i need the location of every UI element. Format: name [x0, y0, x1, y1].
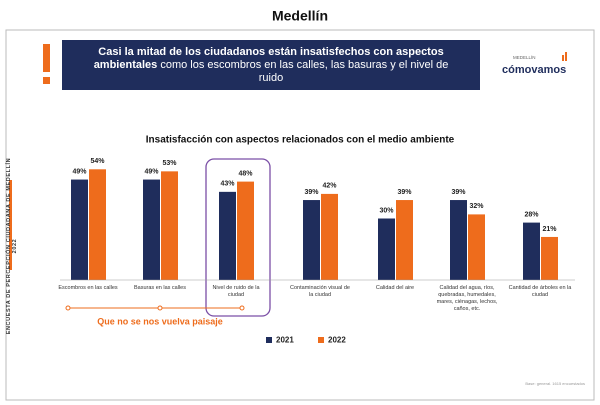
slide-frame	[5, 29, 595, 401]
annotation-dot	[65, 305, 71, 311]
bar	[378, 218, 395, 280]
category-label: Calidad del aire	[375, 285, 415, 291]
category-label: Calidad del agua, ríos, quebradas, humed…	[436, 285, 498, 312]
legend-swatch	[266, 337, 272, 343]
bar	[523, 222, 540, 280]
bar	[143, 179, 160, 280]
chart-title: Insatisfacción con aspectos relacionados…	[146, 135, 455, 146]
value-label: 53%	[162, 160, 177, 167]
category-label: Contaminación visual de la ciudad	[290, 285, 350, 298]
logo-name: cómovamos	[502, 64, 566, 76]
value-label: 39%	[397, 189, 412, 196]
value-label: 42%	[322, 183, 337, 190]
value-label: 49%	[144, 168, 159, 175]
value-label: 48%	[238, 170, 253, 177]
value-label: 30%	[379, 207, 394, 214]
bar	[321, 193, 338, 280]
bar	[541, 236, 558, 280]
footer: Base: general. 1615 encuestados	[525, 381, 585, 386]
value-label: 21%	[542, 226, 557, 233]
category-label: Escombros en las calles	[58, 285, 118, 291]
legend-label: 2021	[276, 336, 294, 345]
highlight-box	[205, 158, 271, 317]
value-label: 28%	[524, 211, 539, 218]
annotation-dot	[239, 305, 245, 311]
value-label: 49%	[72, 168, 87, 175]
logo-icon	[565, 52, 567, 61]
bar	[468, 214, 485, 280]
bar	[303, 200, 320, 280]
value-label: 43%	[220, 181, 235, 188]
logo-icon	[562, 55, 564, 61]
bar	[450, 200, 467, 280]
value-label: 54%	[90, 158, 105, 165]
banner-text: Casi la mitad de los ciudadanos están in…	[92, 46, 450, 85]
bar	[89, 169, 106, 280]
side-text: ENCUESTA DE PERCEPCIÓN CIUDADANA DE MEDE…	[6, 157, 18, 335]
side-accent	[9, 180, 12, 270]
bar	[219, 191, 236, 280]
bar	[161, 171, 178, 280]
banner: Casi la mitad de los ciudadanos están in…	[62, 40, 480, 90]
category-label: Nivel de ruido de la ciudad	[212, 285, 260, 298]
annotation: Que no se nos vuelva paisaje	[97, 316, 223, 326]
annotation-dot	[157, 305, 163, 311]
exclamation-dot	[43, 77, 50, 84]
bar	[396, 200, 413, 280]
value-label: 39%	[451, 189, 466, 196]
logo-top: MEDELLÍN	[513, 54, 536, 60]
value-label: 32%	[469, 203, 484, 210]
legend-swatch	[318, 337, 324, 343]
category-label: Cantidad de árboles en la ciudad	[508, 285, 572, 298]
exclamation	[43, 44, 50, 72]
banner-regular: como los escombros en las calles, las ba…	[160, 58, 449, 84]
page-title: Medellín	[272, 8, 328, 24]
legend-label: 2022	[328, 336, 346, 345]
bar	[71, 179, 88, 280]
value-label: 39%	[304, 189, 319, 196]
bar	[237, 181, 254, 280]
category-label: Basuras en las calles	[134, 285, 186, 291]
banner-bold: Casi la mitad de los ciudadanos están in…	[93, 45, 444, 71]
